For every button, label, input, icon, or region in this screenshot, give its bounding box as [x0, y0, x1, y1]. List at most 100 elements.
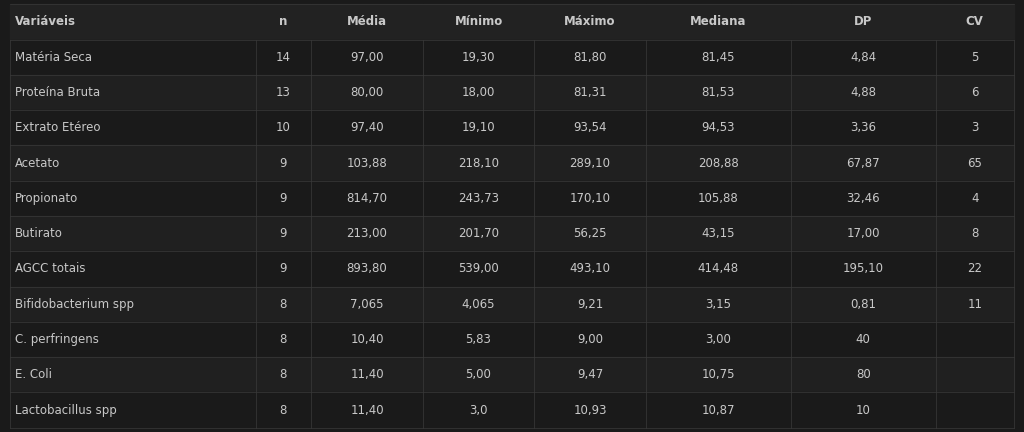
Text: Matéria Seca: Matéria Seca — [15, 51, 92, 64]
Text: Máximo: Máximo — [564, 16, 615, 29]
Text: 10,93: 10,93 — [573, 403, 607, 416]
Bar — [256, 110, 311, 146]
Bar — [423, 357, 535, 392]
Bar — [10, 251, 256, 286]
Text: 8: 8 — [280, 403, 287, 416]
Bar — [936, 322, 1014, 357]
Bar — [256, 286, 311, 322]
Text: 67,87: 67,87 — [847, 156, 880, 170]
Text: 4,88: 4,88 — [850, 86, 877, 99]
Bar — [311, 357, 423, 392]
Bar — [423, 75, 535, 110]
Text: 5,00: 5,00 — [466, 368, 492, 381]
Bar — [535, 40, 646, 75]
Text: 11,40: 11,40 — [350, 368, 384, 381]
Text: DP: DP — [854, 16, 872, 29]
Text: 4: 4 — [971, 192, 979, 205]
Text: Bifidobacterium spp: Bifidobacterium spp — [15, 298, 134, 311]
Text: 5,83: 5,83 — [466, 333, 492, 346]
Text: E. Coli: E. Coli — [15, 368, 52, 381]
Text: 43,15: 43,15 — [701, 227, 735, 240]
Bar — [10, 322, 256, 357]
Bar — [646, 110, 791, 146]
Text: 0,81: 0,81 — [850, 298, 877, 311]
Bar — [791, 357, 936, 392]
Bar — [10, 40, 256, 75]
Text: 14: 14 — [275, 51, 291, 64]
Bar — [791, 146, 936, 181]
Text: 11,40: 11,40 — [350, 403, 384, 416]
Text: 10,40: 10,40 — [350, 333, 384, 346]
Bar — [10, 75, 256, 110]
Bar — [311, 216, 423, 251]
Text: 8: 8 — [280, 298, 287, 311]
Text: 19,30: 19,30 — [462, 51, 496, 64]
Text: 11: 11 — [968, 298, 982, 311]
Text: 3,0: 3,0 — [469, 403, 487, 416]
Bar — [256, 4, 311, 40]
Bar — [423, 251, 535, 286]
Text: 4,065: 4,065 — [462, 298, 496, 311]
Text: 8: 8 — [971, 227, 978, 240]
Bar — [535, 216, 646, 251]
Bar — [791, 322, 936, 357]
Bar — [10, 110, 256, 146]
Text: 80,00: 80,00 — [350, 86, 384, 99]
Bar — [256, 322, 311, 357]
Text: 9,00: 9,00 — [578, 333, 603, 346]
Text: 9: 9 — [280, 192, 287, 205]
Bar — [535, 357, 646, 392]
Bar — [10, 4, 256, 40]
Bar — [311, 322, 423, 357]
Bar — [423, 4, 535, 40]
Bar — [535, 322, 646, 357]
Text: 9,47: 9,47 — [577, 368, 603, 381]
Text: CV: CV — [966, 16, 984, 29]
Bar — [535, 286, 646, 322]
Bar — [936, 110, 1014, 146]
Text: 97,40: 97,40 — [350, 121, 384, 134]
Bar — [936, 181, 1014, 216]
Bar — [791, 216, 936, 251]
Bar — [423, 216, 535, 251]
Bar — [311, 286, 423, 322]
Text: 243,73: 243,73 — [458, 192, 499, 205]
Text: 81,45: 81,45 — [701, 51, 735, 64]
Bar — [646, 40, 791, 75]
Text: 81,80: 81,80 — [573, 51, 607, 64]
Bar — [936, 357, 1014, 392]
Text: 10,75: 10,75 — [701, 368, 735, 381]
Bar — [535, 75, 646, 110]
Text: 40: 40 — [856, 333, 870, 346]
Bar — [936, 4, 1014, 40]
Bar — [311, 392, 423, 428]
Bar — [936, 392, 1014, 428]
Bar — [646, 75, 791, 110]
Text: 414,48: 414,48 — [697, 262, 739, 276]
Text: 10: 10 — [276, 121, 291, 134]
Bar — [256, 181, 311, 216]
Bar — [256, 40, 311, 75]
Text: Mínimo: Mínimo — [455, 16, 503, 29]
Text: 103,88: 103,88 — [347, 156, 387, 170]
Text: 56,25: 56,25 — [573, 227, 607, 240]
Text: AGCC totais: AGCC totais — [15, 262, 86, 276]
Bar — [10, 146, 256, 181]
Text: 289,10: 289,10 — [569, 156, 610, 170]
Text: 93,54: 93,54 — [573, 121, 607, 134]
Text: 81,31: 81,31 — [573, 86, 607, 99]
Text: 9,21: 9,21 — [577, 298, 603, 311]
Bar — [535, 4, 646, 40]
Text: Mediana: Mediana — [690, 16, 746, 29]
Bar — [791, 286, 936, 322]
Text: 4,84: 4,84 — [850, 51, 877, 64]
Bar — [646, 216, 791, 251]
Text: 3,36: 3,36 — [850, 121, 877, 134]
Bar — [646, 286, 791, 322]
Bar — [10, 357, 256, 392]
Text: 13: 13 — [276, 86, 291, 99]
Bar — [535, 181, 646, 216]
Bar — [311, 181, 423, 216]
Bar — [791, 4, 936, 40]
Bar — [256, 392, 311, 428]
